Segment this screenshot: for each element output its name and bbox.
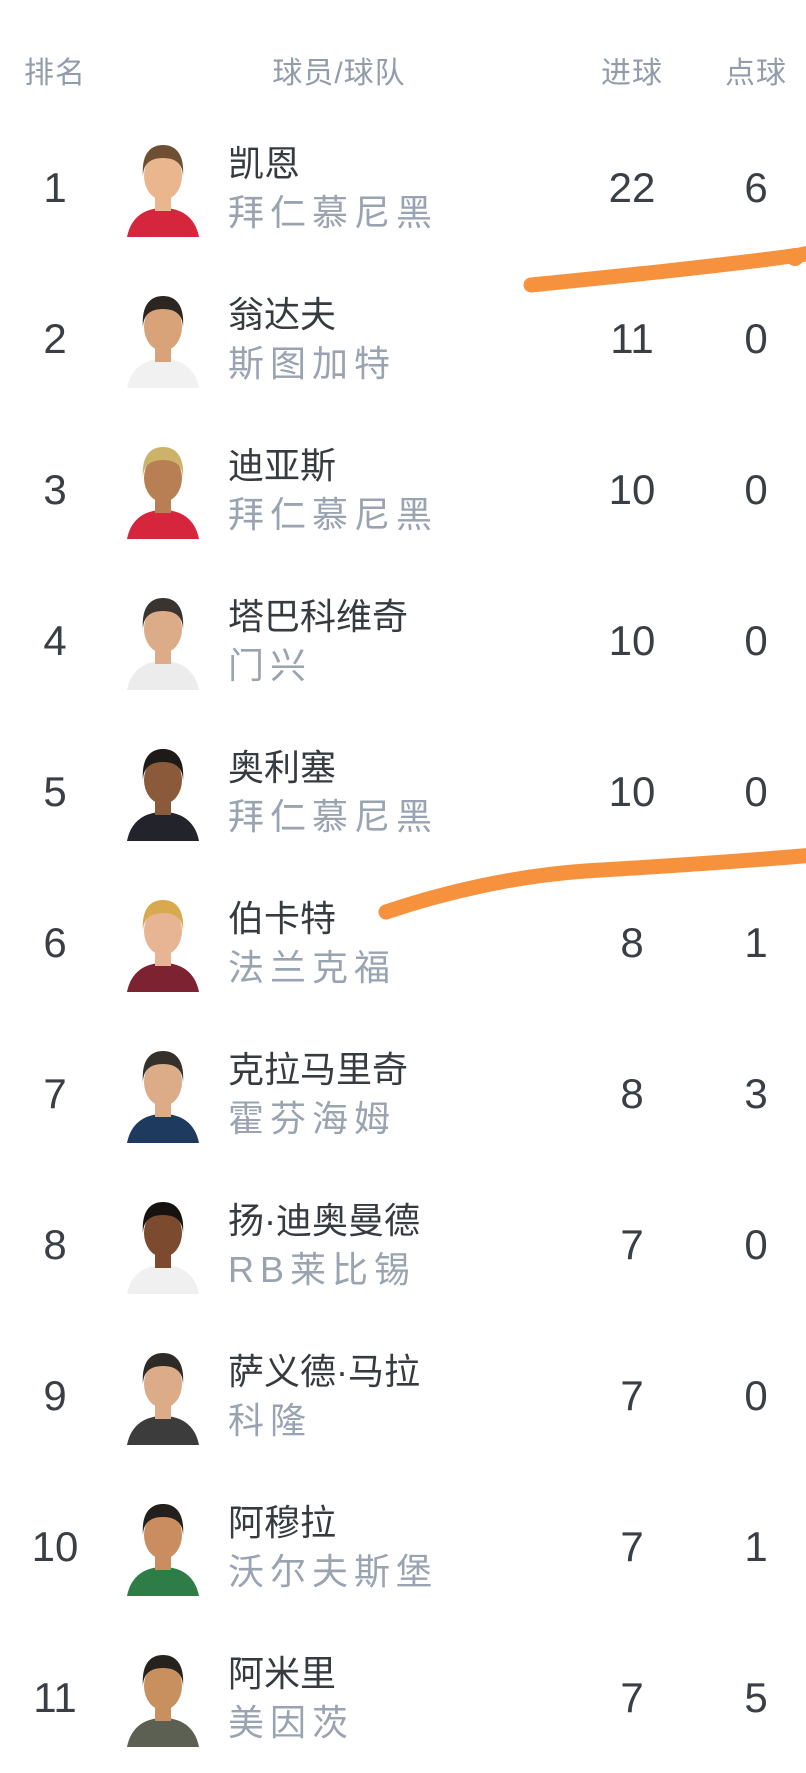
player-avatar (127, 1654, 199, 1747)
player-avatar (127, 144, 199, 237)
player-avatar (127, 899, 199, 992)
table-row[interactable]: 1 凯恩 拜仁慕尼黑 22 6 (0, 112, 806, 263)
rank-value: 3 (43, 465, 67, 513)
rank-value: 11 (33, 1673, 77, 1721)
player-info: 阿米里 美因茨 (228, 1651, 354, 1745)
player-info: 迪亚斯 拜仁慕尼黑 (228, 443, 438, 537)
player-avatar (127, 1050, 199, 1143)
penalties-value: 3 (744, 1069, 768, 1117)
player-name: 阿穆拉 (228, 1501, 337, 1543)
table-header: 排名 球员/球队 进球 点球 (0, 0, 806, 112)
player-team: 法兰克福 (228, 946, 397, 988)
player-team: 沃尔夫斯堡 (228, 1550, 439, 1592)
penalties-value: 1 (744, 1522, 768, 1570)
player-name: 奥利塞 (228, 746, 337, 788)
player-name: 扬·迪奥曼德 (228, 1199, 420, 1241)
goals-value: 10 (608, 616, 656, 664)
rank-value: 5 (43, 767, 67, 815)
rank-value: 9 (43, 1371, 67, 1419)
rank-value: 1 (43, 163, 67, 211)
player-info: 凯恩 拜仁慕尼黑 (228, 141, 438, 235)
column-header-penalties: 点球 (725, 57, 787, 90)
player-team: 科隆 (228, 1399, 313, 1441)
player-name: 克拉马里奇 (228, 1048, 409, 1090)
player-avatar (127, 1352, 199, 1445)
goals-value: 7 (620, 1371, 644, 1419)
penalties-value: 5 (744, 1673, 768, 1721)
table-row[interactable]: 8 扬·迪奥曼德 RB莱比锡 7 0 (0, 1169, 806, 1320)
player-team: 拜仁慕尼黑 (228, 191, 439, 233)
player-name: 翁达夫 (228, 293, 337, 335)
player-info: 扬·迪奥曼德 RB莱比锡 (228, 1198, 420, 1292)
goals-value: 7 (620, 1220, 644, 1268)
goals-value: 10 (608, 465, 656, 513)
goals-value: 11 (610, 314, 654, 362)
goals-value: 8 (620, 918, 644, 966)
goals-value: 22 (608, 163, 656, 211)
table-row[interactable]: 10 阿穆拉 沃尔夫斯堡 7 1 (0, 1471, 806, 1622)
table-row[interactable]: 7 克拉马里奇 霍芬海姆 8 3 (0, 1018, 806, 1169)
player-avatar (127, 597, 199, 690)
player-info: 塔巴科维奇 门兴 (228, 594, 408, 688)
penalties-value: 0 (744, 465, 768, 513)
goals-value: 10 (608, 767, 656, 815)
rank-value: 6 (43, 918, 67, 966)
column-header-rank: 排名 (24, 57, 86, 90)
player-name: 伯卡特 (228, 897, 337, 939)
player-name: 塔巴科维奇 (228, 595, 409, 637)
player-team: 霍芬海姆 (228, 1097, 397, 1139)
player-team: RB莱比锡 (228, 1248, 417, 1290)
player-team: 门兴 (228, 644, 313, 686)
goals-value: 8 (620, 1069, 644, 1117)
player-info: 克拉马里奇 霍芬海姆 (228, 1047, 408, 1141)
column-header-player-team: 球员/球队 (272, 57, 406, 90)
player-team: 拜仁慕尼黑 (228, 795, 439, 837)
table-row[interactable]: 9 萨义德·马拉 科隆 7 0 (0, 1320, 806, 1471)
penalties-value: 0 (744, 616, 768, 664)
table-row[interactable]: 11 阿米里 美因茨 7 5 (0, 1622, 806, 1773)
penalties-value: 0 (744, 1371, 768, 1419)
player-info: 翁达夫 斯图加特 (228, 292, 396, 386)
scorer-list: 1 凯恩 拜仁慕尼黑 22 6 2 翁达夫 斯图加特 11 0 3 (0, 112, 806, 1773)
table-row[interactable]: 2 翁达夫 斯图加特 11 0 (0, 263, 806, 414)
rank-value: 7 (43, 1069, 67, 1117)
player-avatar (127, 1503, 199, 1596)
player-info: 伯卡特 法兰克福 (228, 896, 396, 990)
penalties-value: 1 (744, 918, 768, 966)
table-row[interactable]: 4 塔巴科维奇 门兴 10 0 (0, 565, 806, 716)
penalties-value: 0 (744, 314, 768, 362)
player-info: 奥利塞 拜仁慕尼黑 (228, 745, 438, 839)
goals-value: 7 (620, 1522, 644, 1570)
rank-value: 8 (43, 1220, 67, 1268)
penalties-value: 6 (744, 163, 768, 211)
player-team: 美因茨 (228, 1701, 355, 1743)
player-info: 萨义德·马拉 科隆 (228, 1349, 420, 1443)
table-row[interactable]: 6 伯卡特 法兰克福 8 1 (0, 867, 806, 1018)
rank-value: 4 (43, 616, 67, 664)
player-name: 迪亚斯 (228, 444, 337, 486)
player-team: 斯图加特 (228, 342, 397, 384)
rank-value: 2 (43, 314, 67, 362)
table-row[interactable]: 3 迪亚斯 拜仁慕尼黑 10 0 (0, 414, 806, 565)
penalties-value: 0 (744, 767, 768, 815)
player-avatar (127, 295, 199, 388)
penalties-value: 0 (744, 1220, 768, 1268)
rank-value: 10 (31, 1522, 79, 1570)
player-name: 阿米里 (228, 1652, 337, 1694)
player-info: 阿穆拉 沃尔夫斯堡 (228, 1500, 438, 1594)
table-row[interactable]: 5 奥利塞 拜仁慕尼黑 10 0 (0, 716, 806, 867)
goals-value: 7 (620, 1673, 644, 1721)
player-team: 拜仁慕尼黑 (228, 493, 439, 535)
player-name: 萨义德·马拉 (228, 1350, 420, 1392)
player-avatar (127, 748, 199, 841)
player-avatar (127, 1201, 199, 1294)
player-avatar (127, 446, 199, 539)
column-header-goals: 进球 (601, 57, 663, 90)
player-name: 凯恩 (228, 142, 301, 184)
